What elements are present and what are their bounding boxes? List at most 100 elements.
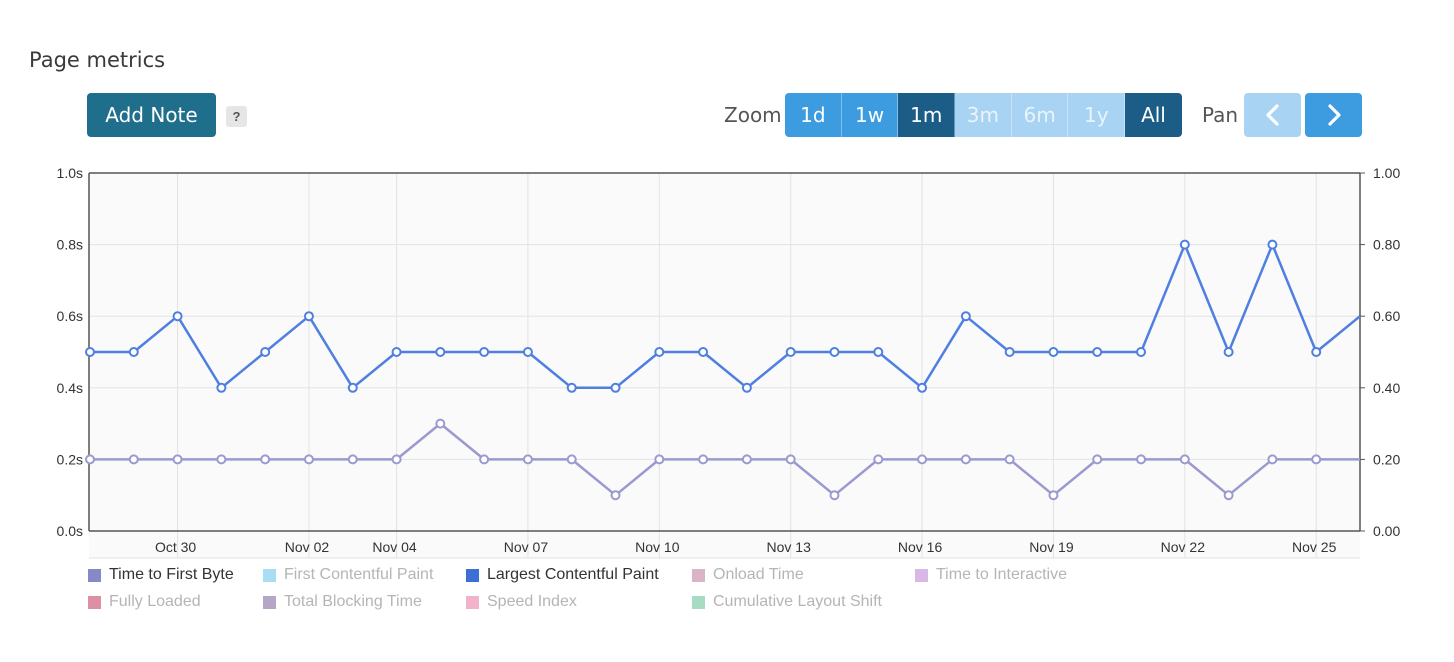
data-point-lcp bbox=[1048, 347, 1059, 357]
data-point-lcp bbox=[435, 347, 446, 357]
data-point-ttfb bbox=[1092, 454, 1103, 465]
y-tick-label-right: 0.40 bbox=[1373, 380, 1400, 396]
data-point-lcp bbox=[654, 347, 665, 357]
legend-item[interactable]: Time to First Byte bbox=[88, 566, 234, 584]
data-point-ttfb bbox=[1004, 454, 1015, 465]
legend-swatch bbox=[263, 595, 276, 609]
legend-label: Onload Time bbox=[713, 566, 804, 583]
legend-item[interactable]: Time to Interactive bbox=[915, 566, 1067, 584]
legend-item[interactable]: Cumulative Layout Shift bbox=[692, 593, 882, 611]
legend-item[interactable]: Fully Loaded bbox=[88, 593, 201, 611]
x-tick-label: Nov 13 bbox=[767, 539, 812, 555]
data-point-lcp bbox=[960, 311, 971, 322]
data-point-ttfb bbox=[1223, 490, 1234, 501]
legend-label: First Contentful Paint bbox=[284, 566, 434, 583]
data-point-lcp bbox=[785, 347, 796, 357]
data-point-ttfb bbox=[216, 454, 227, 465]
data-point-lcp bbox=[698, 347, 709, 357]
legend-swatch bbox=[466, 595, 479, 609]
legend-swatch bbox=[88, 568, 101, 582]
legend-swatch bbox=[263, 568, 276, 582]
x-tick-label: Nov 04 bbox=[372, 539, 417, 555]
zoom-all-button[interactable]: All bbox=[1125, 93, 1182, 137]
legend-swatch bbox=[915, 568, 928, 582]
y-tick-label-right: 0.80 bbox=[1373, 237, 1400, 253]
y-tick-label-right: 0.20 bbox=[1373, 451, 1400, 467]
data-point-lcp bbox=[1092, 347, 1103, 357]
zoom-1d-button[interactable]: 1d bbox=[785, 93, 842, 137]
legend-item[interactable]: Speed Index bbox=[466, 593, 577, 611]
data-point-ttfb bbox=[85, 454, 95, 465]
legend-item[interactable]: Onload Time bbox=[692, 566, 804, 584]
zoom-1w-button[interactable]: 1w bbox=[841, 93, 899, 137]
x-tick-label: Nov 02 bbox=[285, 539, 330, 555]
x-tick-label: Nov 22 bbox=[1161, 539, 1206, 555]
data-point-ttfb bbox=[1311, 454, 1322, 465]
legend-swatch bbox=[88, 595, 101, 609]
legend-item[interactable]: Largest Contentful Paint bbox=[466, 566, 659, 584]
legend-label: Cumulative Layout Shift bbox=[713, 593, 882, 610]
legend-label: Time to Interactive bbox=[936, 566, 1068, 583]
y-tick-label-right: 1.00 bbox=[1373, 165, 1400, 181]
data-point-lcp bbox=[260, 347, 271, 357]
chevron-right-icon bbox=[1327, 104, 1341, 126]
data-point-ttfb bbox=[391, 454, 402, 465]
legend-item[interactable]: First Contentful Paint bbox=[263, 566, 433, 584]
legend-label: Speed Index bbox=[487, 593, 577, 610]
data-point-ttfb bbox=[1136, 454, 1147, 465]
y-tick-label-left: 0.0s bbox=[57, 523, 83, 539]
legend-label: Fully Loaded bbox=[109, 593, 201, 610]
data-point-ttfb bbox=[873, 454, 884, 465]
zoom-3m-button[interactable]: 3m bbox=[955, 93, 1012, 137]
data-point-lcp bbox=[479, 347, 490, 357]
legend-label: Total Blocking Time bbox=[284, 593, 422, 610]
data-point-lcp bbox=[522, 347, 533, 357]
x-tick-label: Oct 30 bbox=[155, 539, 196, 555]
zoom-6m-button[interactable]: 6m bbox=[1011, 93, 1069, 137]
data-point-lcp bbox=[128, 347, 139, 357]
data-point-lcp bbox=[1267, 239, 1278, 250]
data-point-ttfb bbox=[479, 454, 490, 465]
plot-area bbox=[89, 173, 1360, 558]
legend-label: Time to First Byte bbox=[109, 566, 234, 583]
data-point-lcp bbox=[1311, 347, 1322, 357]
data-point-ttfb bbox=[128, 454, 139, 465]
y-tick-label-left: 0.8s bbox=[57, 237, 83, 253]
chevron-left-icon bbox=[1265, 104, 1279, 126]
x-tick-label: Nov 10 bbox=[635, 539, 680, 555]
legend-swatch bbox=[692, 595, 705, 609]
y-tick-label-right: 0.60 bbox=[1373, 308, 1400, 324]
data-point-lcp bbox=[741, 382, 752, 393]
y-tick-label-left: 0.4s bbox=[57, 380, 83, 396]
y-tick-label-left: 0.2s bbox=[57, 451, 83, 467]
data-point-ttfb bbox=[172, 454, 183, 465]
x-tick-label: Nov 16 bbox=[898, 539, 943, 555]
data-point-lcp bbox=[610, 382, 621, 393]
data-point-lcp bbox=[1179, 239, 1190, 250]
pan-left-button[interactable] bbox=[1244, 93, 1301, 137]
data-point-ttfb bbox=[610, 490, 621, 501]
data-point-lcp bbox=[216, 382, 227, 393]
data-point-ttfb bbox=[566, 454, 577, 465]
x-tick-label: Nov 25 bbox=[1292, 539, 1337, 555]
data-point-ttfb bbox=[698, 454, 709, 465]
zoom-1y-button[interactable]: 1y bbox=[1068, 93, 1126, 137]
add-note-button[interactable]: Add Note bbox=[87, 93, 216, 137]
legend-item[interactable]: Total Blocking Time bbox=[263, 593, 422, 611]
data-point-lcp bbox=[1223, 347, 1234, 357]
data-point-lcp bbox=[1004, 347, 1015, 357]
help-button[interactable]: ? bbox=[226, 106, 247, 127]
page-title: Page metrics bbox=[29, 48, 166, 72]
data-point-lcp bbox=[566, 382, 577, 393]
data-point-ttfb bbox=[522, 454, 533, 465]
pan-right-button[interactable] bbox=[1305, 93, 1362, 137]
data-point-lcp bbox=[873, 347, 884, 357]
legend-label: Largest Contentful Paint bbox=[487, 566, 659, 583]
data-point-ttfb bbox=[303, 454, 314, 465]
data-point-ttfb bbox=[347, 454, 358, 465]
zoom-1m-button[interactable]: 1m bbox=[898, 93, 956, 137]
data-point-lcp bbox=[347, 382, 358, 393]
data-point-ttfb bbox=[1048, 490, 1059, 501]
data-point-ttfb bbox=[435, 418, 446, 429]
data-point-ttfb bbox=[1267, 454, 1278, 465]
